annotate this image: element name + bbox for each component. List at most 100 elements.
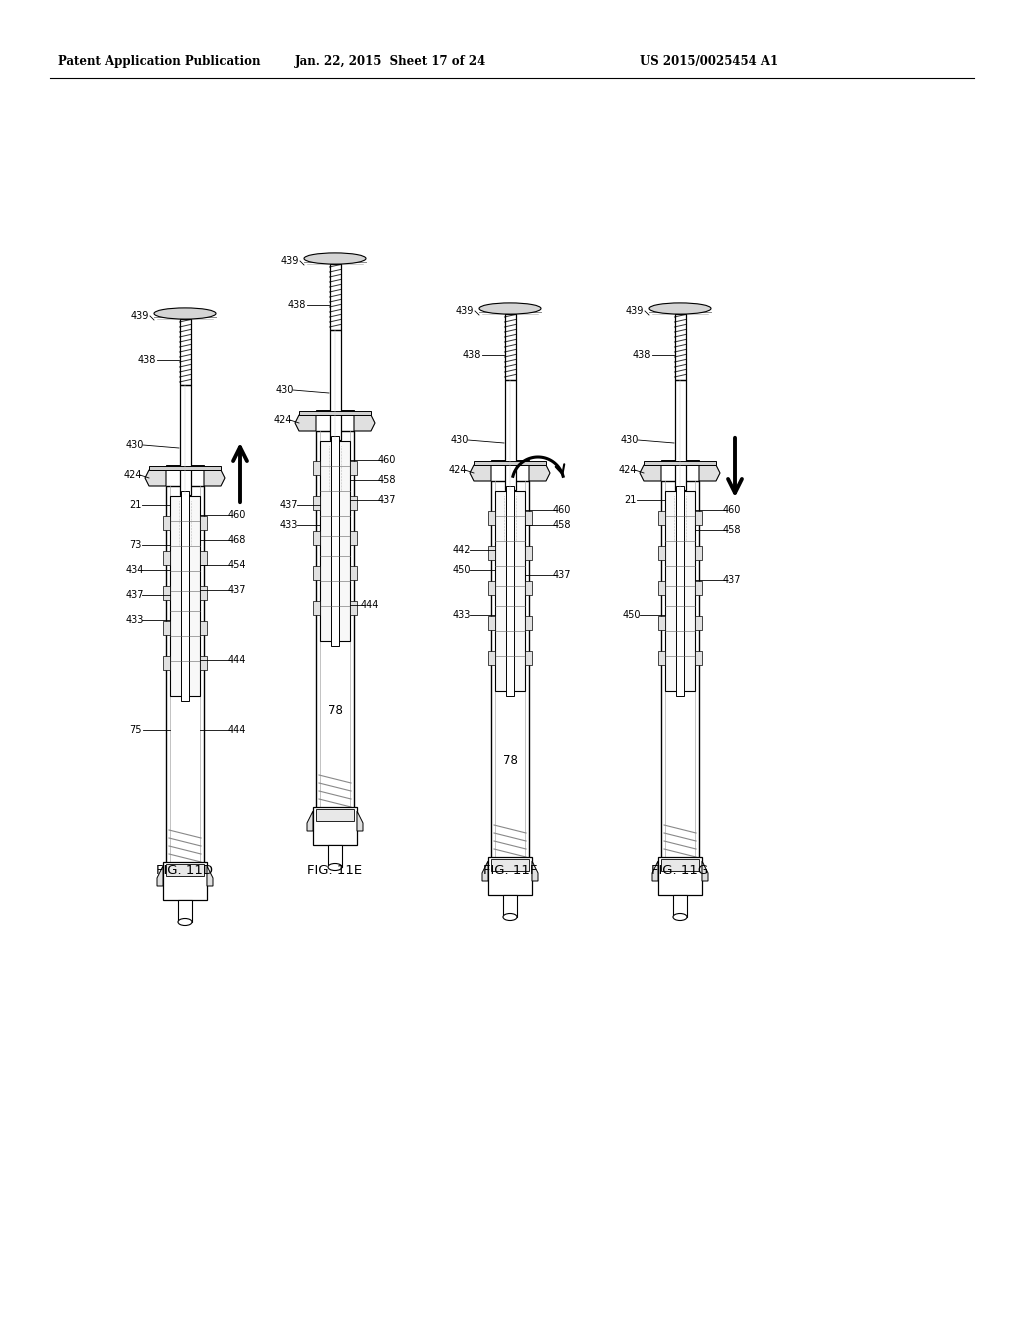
Bar: [163, 516, 170, 531]
Bar: [313, 601, 319, 615]
Text: 434: 434: [126, 565, 144, 576]
Text: FIG. 11E: FIG. 11E: [307, 863, 362, 876]
Text: FIG. 11G: FIG. 11G: [651, 863, 709, 876]
Text: US 2015/0025454 A1: US 2015/0025454 A1: [640, 55, 778, 69]
Bar: [658, 651, 665, 665]
Bar: [350, 496, 357, 510]
Bar: [163, 656, 170, 671]
Polygon shape: [529, 465, 550, 480]
Text: 437: 437: [227, 585, 246, 595]
Text: 458: 458: [553, 520, 571, 531]
Ellipse shape: [649, 302, 711, 314]
Bar: [490, 459, 529, 465]
Text: 424: 424: [449, 465, 467, 475]
Bar: [328, 845, 342, 867]
Text: 450: 450: [453, 565, 471, 576]
Text: 78: 78: [503, 754, 517, 767]
Text: 444: 444: [360, 601, 379, 610]
Text: 444: 444: [227, 725, 246, 735]
Bar: [488, 546, 495, 560]
Bar: [488, 651, 495, 665]
Text: 73: 73: [129, 540, 141, 550]
Bar: [200, 516, 207, 531]
Bar: [166, 465, 204, 470]
Bar: [179, 385, 190, 495]
Bar: [163, 862, 207, 900]
Text: 437: 437: [126, 590, 144, 601]
Polygon shape: [652, 861, 658, 880]
Polygon shape: [157, 866, 163, 886]
Bar: [495, 491, 525, 690]
Bar: [505, 314, 515, 380]
Polygon shape: [207, 866, 213, 886]
Polygon shape: [204, 470, 225, 486]
Text: 438: 438: [633, 350, 651, 360]
Bar: [150, 466, 221, 470]
Bar: [695, 546, 702, 560]
Text: 433: 433: [126, 615, 144, 624]
Bar: [316, 432, 354, 814]
Bar: [350, 531, 357, 545]
Text: 439: 439: [626, 306, 644, 315]
Bar: [506, 486, 514, 696]
Text: 437: 437: [378, 495, 396, 506]
Bar: [503, 895, 517, 917]
Bar: [695, 616, 702, 630]
Bar: [313, 531, 319, 545]
Bar: [658, 616, 665, 630]
Bar: [163, 550, 170, 565]
Text: 424: 424: [124, 470, 142, 480]
Bar: [505, 380, 515, 490]
Text: 442: 442: [453, 545, 471, 554]
Text: Patent Application Publication: Patent Application Publication: [58, 55, 260, 69]
Bar: [170, 496, 200, 696]
Text: Jan. 22, 2015  Sheet 17 of 24: Jan. 22, 2015 Sheet 17 of 24: [294, 55, 485, 69]
Bar: [316, 411, 354, 414]
Text: 424: 424: [273, 414, 292, 425]
Bar: [695, 651, 702, 665]
Bar: [179, 319, 190, 385]
Bar: [178, 900, 193, 921]
Ellipse shape: [154, 308, 216, 319]
Text: 433: 433: [280, 520, 298, 531]
Polygon shape: [295, 414, 316, 432]
Bar: [299, 411, 371, 414]
Ellipse shape: [304, 253, 366, 264]
Bar: [488, 511, 495, 525]
Bar: [662, 480, 699, 865]
Text: 439: 439: [131, 312, 150, 321]
Text: 454: 454: [227, 560, 246, 570]
Bar: [313, 496, 319, 510]
Polygon shape: [699, 465, 720, 480]
Text: 437: 437: [553, 570, 571, 579]
Text: 21: 21: [129, 500, 141, 510]
Text: 430: 430: [451, 436, 469, 445]
Bar: [319, 441, 350, 642]
Bar: [662, 859, 699, 871]
Text: 78: 78: [328, 704, 342, 717]
Text: 430: 430: [126, 440, 144, 450]
Bar: [525, 511, 532, 525]
Bar: [181, 491, 189, 701]
Text: 424: 424: [618, 465, 637, 475]
Text: 439: 439: [281, 256, 299, 267]
Bar: [330, 330, 341, 440]
Bar: [313, 566, 319, 579]
Bar: [316, 809, 354, 821]
Bar: [525, 581, 532, 595]
Bar: [330, 264, 341, 330]
Polygon shape: [354, 414, 375, 432]
Text: 439: 439: [456, 306, 474, 315]
Bar: [695, 581, 702, 595]
Bar: [525, 616, 532, 630]
Text: 460: 460: [723, 506, 741, 515]
Bar: [331, 436, 339, 645]
Text: 450: 450: [623, 610, 641, 620]
Polygon shape: [470, 465, 490, 480]
Polygon shape: [532, 861, 538, 880]
Polygon shape: [640, 465, 662, 480]
Text: FIG. 11D: FIG. 11D: [157, 863, 213, 876]
Text: 438: 438: [288, 300, 306, 310]
Bar: [675, 380, 685, 490]
Bar: [350, 601, 357, 615]
